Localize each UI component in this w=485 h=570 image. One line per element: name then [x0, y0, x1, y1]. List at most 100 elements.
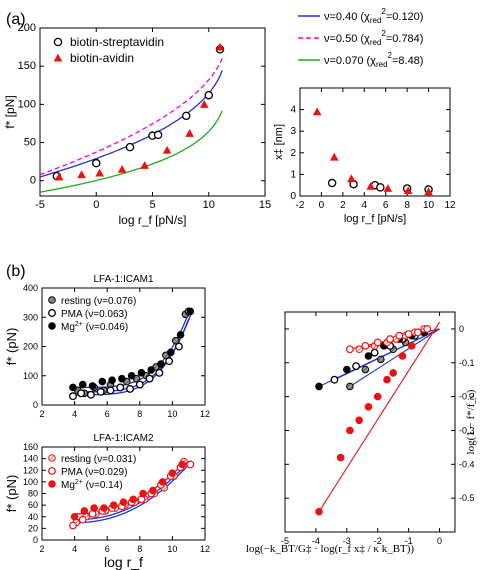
data-point-filled-red-circle: [383, 375, 391, 384]
x-tick-label: -4: [312, 536, 320, 546]
data-point-filled-red-circle: [48, 480, 56, 488]
data-point-filled-triangle: [329, 152, 339, 161]
data-point-open-red-circle: [386, 335, 394, 343]
fit-legend-sub: red: [370, 38, 382, 47]
fit-line: [74, 461, 190, 521]
x-tick-label: 12: [200, 544, 210, 554]
data-point-filled-red-circle: [315, 507, 323, 516]
x-axis-label: log(−k_BT/G‡ · log(r_f x‡ / κ k_BT)): [246, 543, 415, 555]
y-tick-label: 4: [290, 105, 296, 116]
data-point-hatched-red-circle: [48, 454, 56, 462]
y-tick-label: 0: [30, 175, 36, 187]
fit-line: [318, 321, 440, 512]
data-point-filled-red-circle: [90, 504, 98, 512]
fit-legend-label: ν=0.070 (χred2=8.48): [324, 51, 423, 69]
data-point-filled-red-circle: [398, 352, 407, 360]
data-point-open-circle: [153, 130, 163, 140]
data-point-open-red-circle: [373, 338, 382, 347]
data-point-open-circle: [181, 111, 191, 121]
fit-line-nu007: [39, 110, 223, 193]
data-point-open-red-circle: [346, 345, 354, 354]
data-point-filled-red-circle: [336, 453, 345, 462]
x-tick-label: -5: [281, 536, 289, 546]
data-point-filled-red-circle: [407, 342, 416, 350]
data-point-filled-circle: [127, 371, 136, 380]
y-tick-label: 60: [28, 500, 38, 510]
x-tick-label: 5: [149, 199, 155, 211]
chart-b-icam1: 2 4 6 8 10 12 0 100 200 300 400 LFA-1:ICAM1 resting …: [4, 274, 210, 419]
chart-b-icam2: 2 4 6 8 10 12020406080100120140160LFA-1:ICAM2…: [4, 433, 210, 570]
data-point-hatched-circle: [377, 355, 385, 364]
y-tick-label: 150: [18, 60, 36, 72]
data-point-filled-red-circle: [389, 369, 397, 377]
x-tick-label: 12: [444, 200, 456, 211]
data-point-open-circle: [48, 309, 56, 317]
y-tick-label: -0.1: [459, 358, 475, 368]
data-point-filled-triangle: [424, 187, 433, 196]
y-tick-label: -0.3: [459, 425, 475, 435]
x-tick-label: 10: [167, 409, 177, 419]
data-point-filled-circle: [364, 352, 373, 360]
data-point-filled-circle: [137, 369, 146, 377]
x-tick-label: -3: [343, 536, 351, 546]
data-point-open-circle: [53, 37, 63, 47]
data-point-filled-circle: [118, 374, 126, 383]
data-point-hatched-red-circle: [355, 345, 363, 354]
data-point-filled-red-circle: [355, 416, 363, 425]
x-tick-label: 0: [93, 199, 99, 211]
data-point-open-circle: [376, 183, 385, 192]
legend-label: biotin-avidin: [70, 51, 134, 65]
data-point-filled-triangle: [366, 181, 376, 190]
fit-line: [349, 328, 440, 387]
y-tick-label: 160: [23, 442, 38, 452]
fit-line: [74, 463, 190, 524]
data-point-filled-circle: [166, 348, 175, 357]
data-point-filled-triangle: [77, 170, 86, 179]
data-point-filled-triangle: [162, 145, 172, 154]
fit-line-nu040: [39, 70, 223, 178]
data-point-filled-red-circle: [373, 392, 382, 401]
x-tick-label: 0: [319, 200, 325, 211]
x-tick-label: 8: [137, 544, 142, 554]
data-point-filled-red-circle: [149, 486, 157, 495]
x-tick-label: -2: [296, 200, 305, 211]
data-point-filled-red-circle: [80, 507, 89, 515]
plot-frame: [284, 311, 456, 533]
y-axis-label: f* (pN): [4, 328, 19, 366]
data-point-open-red-circle: [186, 460, 195, 469]
x-tick-label: 4: [72, 544, 77, 554]
panel-label-b: (b): [6, 263, 26, 280]
data-point-open-circle: [106, 386, 115, 395]
y-tick-label: 0: [290, 191, 296, 202]
legend-label: resting (ν=0.076): [61, 296, 136, 307]
data-point-filled-circle: [343, 365, 351, 374]
fit-legend-sub: red: [376, 60, 388, 69]
legend-sup: 2+: [75, 479, 83, 486]
data-point-filled-circle: [147, 366, 156, 374]
fit-legend-tail: =0.120): [386, 11, 424, 23]
y-tick-label: 50: [24, 137, 36, 149]
data-point-filled-triangle: [140, 161, 149, 169]
data-point-filled-circle: [157, 360, 165, 368]
legend-tail: (ν=0.046): [83, 322, 128, 333]
data-point-filled-red-circle: [364, 402, 373, 411]
data-point-open-circle: [77, 389, 86, 398]
fit-legend-main: ν=0.070 (χ: [324, 55, 376, 67]
data-point-hatched-circle: [171, 336, 180, 345]
y-tick-label: 2: [290, 148, 296, 159]
chart-a-main: -5 0 5 10 15050100150200biotin-streptavidinb…: [3, 22, 271, 227]
data-point-filled-triangle: [54, 172, 64, 181]
x-tick-label: 4: [362, 200, 368, 211]
chart-title: LFA-1:ICAM2: [93, 433, 153, 444]
fit-legend-main: ν=0.50 (χ: [324, 33, 370, 45]
y-tick-label: 200: [23, 342, 38, 352]
data-point-filled-triangle: [53, 53, 63, 62]
data-point-hatched-circle: [346, 382, 354, 391]
data-point-open-circle: [92, 158, 101, 168]
fit-legend: ν=0.40 (χred2=0.120)ν=0.50 (χred2=0.784)…: [298, 7, 423, 69]
x-tick-label: 0: [437, 536, 442, 546]
legend-main: resting (ν=0.031): [61, 454, 136, 465]
y-tick-label: 80: [28, 489, 38, 499]
